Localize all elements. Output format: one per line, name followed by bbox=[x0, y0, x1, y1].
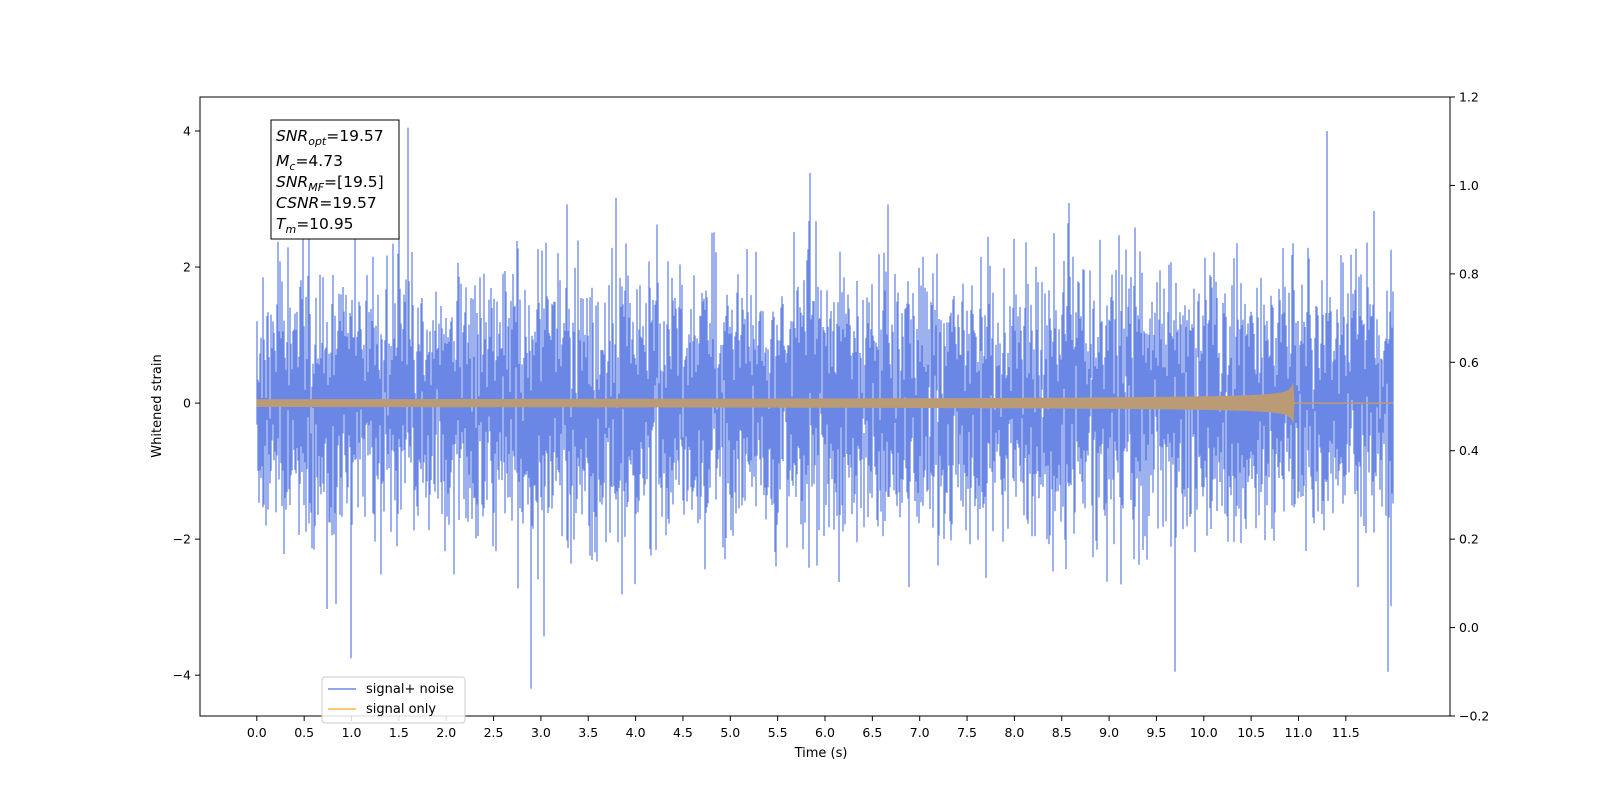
y-tick-label: 4 bbox=[183, 124, 191, 139]
info-mc: Mc=4.73 bbox=[276, 152, 343, 173]
legend-label-signal-plus-noise: signal+ noise bbox=[366, 682, 454, 697]
y2-tick-label: 0.4 bbox=[1459, 443, 1479, 458]
legend-label-signal-only: signal only bbox=[366, 702, 436, 717]
signal-only-series bbox=[256, 382, 1394, 424]
legend: signal+ noise signal only bbox=[321, 676, 466, 724]
y2-tick-label: −0.2 bbox=[1459, 709, 1489, 724]
info-box-frame bbox=[270, 119, 400, 240]
x-tick-label: 0.5 bbox=[294, 725, 314, 740]
x-tick-label: 10.0 bbox=[1190, 725, 1218, 740]
x-tick-label: 4.5 bbox=[673, 725, 693, 740]
y2-tick-label: 1.0 bbox=[1459, 178, 1479, 193]
x-tick-label: 8.5 bbox=[1052, 725, 1072, 740]
x-axis-ticks: 0.0 0.5 1.0 1.5 2.0 2.5 3.0 3.5 4.0 4.5 5.0 5.5 6.0 6… bbox=[247, 716, 1360, 740]
x-tick-label: 9.0 bbox=[1099, 725, 1119, 740]
x-tick-label: 8.0 bbox=[1004, 725, 1024, 740]
y-tick-label: 0 bbox=[183, 396, 191, 411]
y2-tick-label: 0.2 bbox=[1459, 532, 1479, 547]
x-tick-label: 10.5 bbox=[1237, 725, 1265, 740]
info-tm: Tm=10.95 bbox=[276, 215, 354, 236]
y-tick-label: 2 bbox=[183, 260, 191, 275]
info-box: SNRopt=19.57 Mc=4.73 SNRMF=[19.5] CSNR=1… bbox=[270, 119, 400, 240]
x-tick-label: 7.5 bbox=[957, 725, 977, 740]
legend-frame bbox=[321, 676, 466, 724]
x-tick-label: 5.5 bbox=[768, 725, 788, 740]
x-tick-label: 2.5 bbox=[484, 725, 504, 740]
x-tick-label: 2.0 bbox=[436, 725, 456, 740]
y-axis-ticks: 4 2 0 −2 −4 bbox=[173, 124, 200, 683]
x-tick-label: 1.5 bbox=[389, 725, 409, 740]
signal-plus-noise-line bbox=[256, 127, 1394, 689]
x-tick-label: 9.5 bbox=[1146, 725, 1166, 740]
x-tick-label: 1.0 bbox=[342, 725, 362, 740]
y-tick-label: −2 bbox=[173, 532, 191, 547]
x-tick-label: 3.0 bbox=[531, 725, 551, 740]
y-tick-label: −4 bbox=[173, 668, 191, 683]
x-tick-label: 4.0 bbox=[626, 725, 646, 740]
x-tick-label: 3.5 bbox=[578, 725, 598, 740]
x-tick-label: 11.0 bbox=[1285, 725, 1313, 740]
x-axis-title: Time (s) bbox=[794, 746, 848, 761]
info-snr-mf: SNRMF=[19.5] bbox=[276, 173, 384, 194]
x-tick-label: 6.0 bbox=[815, 725, 835, 740]
y-axis-title: Whitened strain bbox=[150, 354, 165, 457]
y2-tick-label: 0.6 bbox=[1459, 355, 1479, 370]
x-tick-label: 7.0 bbox=[910, 725, 930, 740]
y2-tick-label: 0.0 bbox=[1459, 620, 1479, 635]
x-tick-label: 0.0 bbox=[247, 725, 267, 740]
signal-plus-noise-series bbox=[256, 127, 1394, 689]
y2-tick-label: 1.2 bbox=[1459, 90, 1479, 105]
x-tick-label: 11.5 bbox=[1332, 725, 1360, 740]
info-snr-opt: SNRopt=19.57 bbox=[276, 127, 384, 148]
y2-tick-label: 0.8 bbox=[1459, 266, 1479, 281]
x-tick-label: 6.5 bbox=[862, 725, 882, 740]
y2-axis-ticks: 1.2 1.0 0.8 0.6 0.4 0.2 0.0 −0.2 bbox=[1450, 90, 1489, 724]
x-tick-label: 5.0 bbox=[720, 725, 740, 740]
info-csnr: CSNR=19.57 bbox=[276, 194, 377, 212]
